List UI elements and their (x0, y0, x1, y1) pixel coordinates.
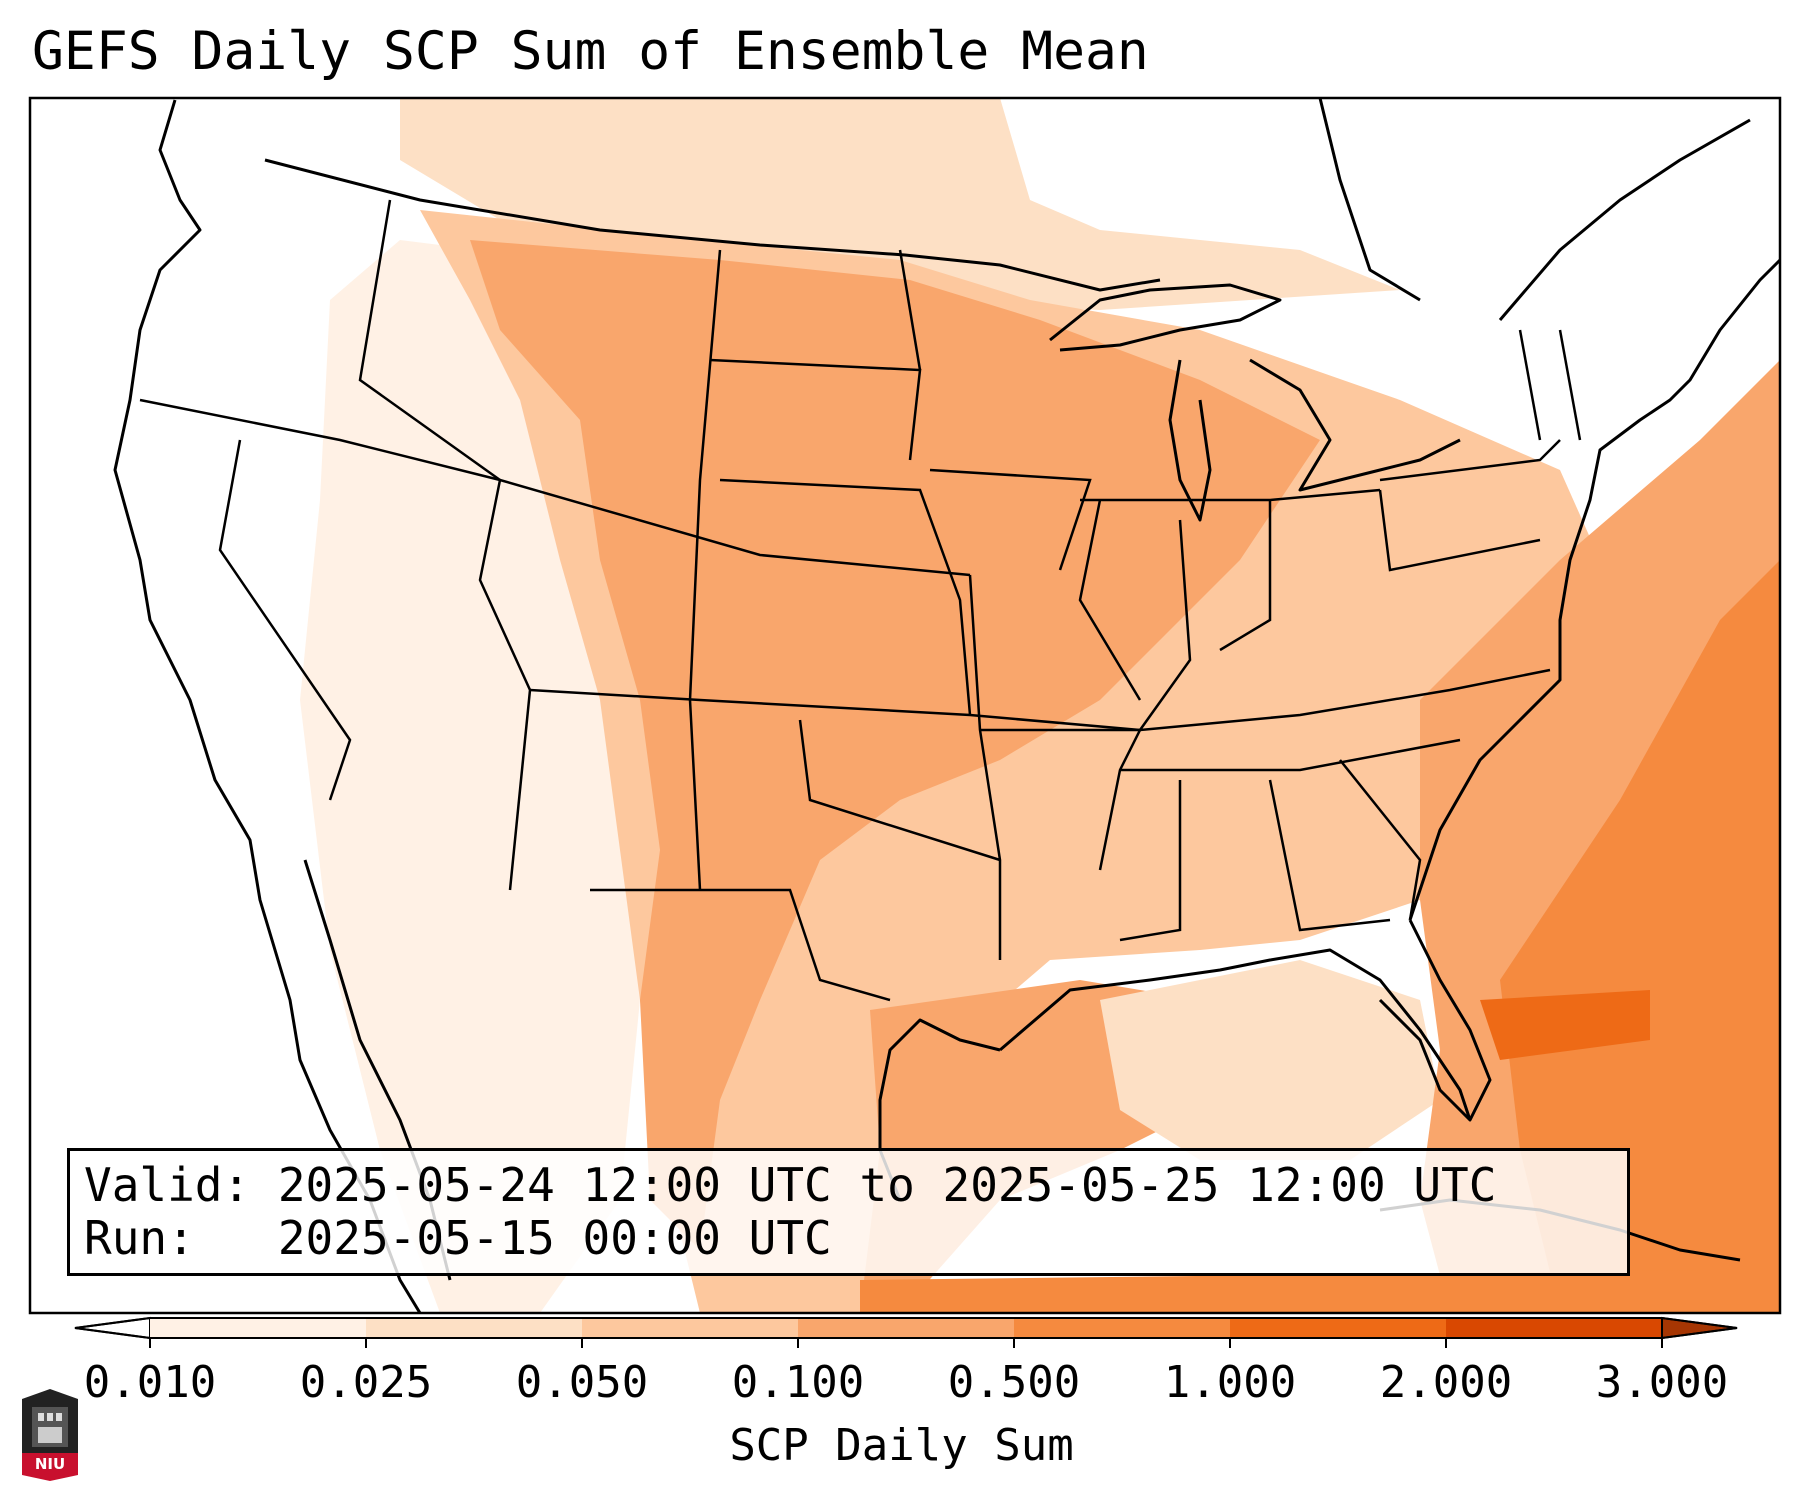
florida (1378, 919, 1492, 1122)
field-central-strong (470, 240, 1320, 1250)
west-coast (113, 99, 422, 1313)
colorbar-tick-label: 0.010 (83, 1357, 217, 1408)
canada-us-border (264, 158, 1161, 292)
colorbar-tick-label: 0.025 (299, 1357, 433, 1408)
field-south-strip (860, 1270, 1700, 1313)
field-atlantic-strong (1500, 560, 1780, 1313)
colorbar-segment (1014, 1318, 1230, 1338)
colorbar-label: SCP Daily Sum (729, 1420, 1074, 1471)
great-lakes-superior (1049, 283, 1282, 352)
colorbar-segment (582, 1318, 798, 1338)
niu-logo: NIU (18, 1385, 82, 1481)
field-gulf-light (1100, 960, 1440, 1160)
valid-time-box: Valid: 2025-05-24 12:00 UTC to 2025-05-2… (67, 1148, 1630, 1276)
colorbar-tick-labels: 0.010 0.025 0.050 0.100 0.500 1.000 2.000 3.000 (0, 1358, 1803, 1418)
colorbar-segment (798, 1318, 1014, 1338)
colorbar-segment (1230, 1318, 1446, 1338)
colorbar-segment (366, 1318, 582, 1338)
st-lawrence (1498, 118, 1751, 321)
colorbar-tick-label: 2.000 (1379, 1357, 1513, 1408)
scp-field (300, 98, 1780, 1313)
gulf-north-coast (999, 948, 1472, 1121)
valid-period-text: Valid: 2025-05-24 12:00 UTC to 2025-05-2… (84, 1158, 1497, 1212)
great-lakes-huron-erie (1249, 358, 1461, 492)
colorbar-over-arrow (1661, 1316, 1738, 1340)
colorbar (74, 1316, 1738, 1348)
map-title: GEFS Daily SCP Sum of Ensemble Mean (32, 21, 1149, 82)
map-frame (28, 96, 1782, 1315)
hudson-coast (1318, 98, 1421, 302)
field-atlantic-max (1480, 990, 1650, 1060)
state-boundaries (139, 199, 1582, 1002)
colorbar-tick-label: 1.000 (1163, 1357, 1297, 1408)
colorbar-tick-label: 0.100 (731, 1357, 865, 1408)
colorbar-tick-label: 3.000 (1595, 1357, 1729, 1408)
colorbar-segment (1446, 1318, 1662, 1338)
field-western-light (300, 240, 640, 1313)
field-northern-light (400, 98, 1400, 310)
niu-logo-icon (22, 1389, 78, 1481)
colorbar-segment (150, 1318, 366, 1338)
niu-logo-text: NIU (34, 1455, 66, 1473)
colorbar-tick-label: 0.500 (947, 1357, 1081, 1408)
colorbar-tick-label: 0.050 (515, 1357, 649, 1408)
run-time-text: Run: 2025-05-15 00:00 UTC (84, 1211, 832, 1265)
east-coast (1408, 258, 1780, 921)
colorbar-under-arrow (74, 1316, 151, 1340)
